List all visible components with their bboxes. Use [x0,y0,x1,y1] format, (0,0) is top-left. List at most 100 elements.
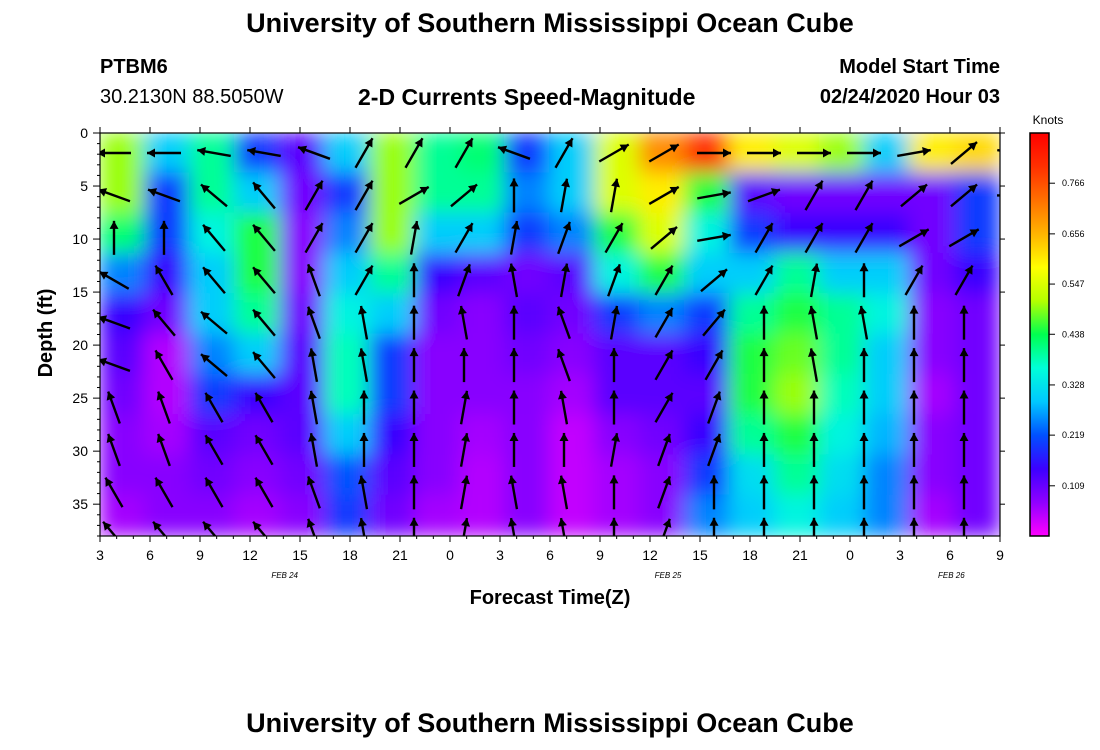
current-vector [859,348,869,383]
speed-heatmap [100,133,1000,536]
current-vector [100,270,130,290]
current-vector [354,137,374,169]
heatmap-cell [414,133,461,175]
heatmap-cell [954,133,1000,175]
heatmap-cell [414,172,461,215]
x-tick-label: 0 [446,547,454,563]
heatmap-cell [729,333,776,376]
current-vector [359,432,369,467]
current-vector [106,433,121,467]
current-vector [202,224,226,252]
current-vector [459,475,470,510]
current-vector [959,475,969,510]
current-vector [409,305,419,340]
heatmap-cell [100,373,146,417]
current-vector [797,148,831,158]
current-vector [959,432,969,467]
heatmap-cell [504,172,551,215]
heatmap-cell [819,252,866,296]
heatmap-cell [279,212,326,255]
heatmap-cell [639,414,686,457]
colorbar-unit: Knots [1033,113,1064,127]
x-tick-label: 18 [742,547,758,563]
x-tick-label: 9 [996,547,1004,563]
current-vector [297,145,331,160]
current-vector [254,434,274,466]
current-vector [304,222,324,254]
heatmap-cell [279,454,326,497]
current-vector [197,147,231,158]
heatmap-cell [819,333,866,376]
heatmap-cell [279,172,326,215]
current-vector [707,433,722,467]
current-vector [358,348,369,383]
heatmap-cell [234,414,281,457]
heatmap-cell [189,414,236,457]
current-vector [152,520,167,536]
heatmap-cell [279,494,326,536]
current-vector [809,432,819,467]
current-vector [1010,433,1019,467]
heatmap-cell [684,414,731,457]
current-vector [657,475,672,509]
heatmap-cell [729,454,776,497]
heatmap-cell [909,494,956,536]
heatmap-cell [549,172,596,215]
current-vector [859,263,869,298]
heatmap-cell [504,293,551,336]
current-vector [100,357,131,373]
heatmap-cell [549,373,596,417]
heatmap-cell [414,373,461,417]
heatmap-cell [369,212,416,255]
current-vector [707,391,722,424]
station-id: PTBM6 [100,56,168,78]
heatmap-cell [909,252,956,296]
heatmap-cell [414,212,461,255]
current-vector [654,349,674,381]
current-vector [959,390,969,425]
heatmap-cell [279,293,326,336]
x-tick-label: 6 [546,547,554,563]
current-vector [609,348,619,383]
current-vector [147,188,181,203]
heatmap-cell [459,454,506,497]
current-vector [308,432,319,467]
current-vector [559,432,569,467]
current-vector [704,349,724,381]
heatmap-cell [504,133,551,175]
current-vector [954,264,974,296]
heatmap-cell [414,293,461,336]
heatmap-cell [954,212,1000,255]
current-vector [1011,306,1020,339]
current-vector [354,222,374,254]
heatmap-cell [819,172,866,215]
heatmap-cell [279,373,326,417]
current-vector [859,517,869,536]
colorbar-tick-label: 0.766 [1062,178,1085,188]
heatmap-cell [549,414,596,457]
current-vector [759,432,769,467]
current-vector [809,517,819,536]
current-vector [159,220,169,255]
current-vector [809,475,819,510]
heatmap-cell [954,373,1000,417]
heatmap-cell [504,373,551,417]
current-vector [100,315,131,330]
current-vector [909,390,919,425]
plot-title: 2-D Currents Speed-Magnitude [358,84,696,110]
current-vector [109,220,119,255]
current-vector [154,349,174,381]
current-vector [654,307,674,339]
current-vector [657,433,672,467]
current-vector [459,432,470,467]
current-vector [1010,391,1019,425]
current-vector [247,147,281,158]
current-vector [558,475,569,510]
heatmap-cell [414,252,461,296]
heatmap-cell [864,373,911,417]
current-vector [202,266,226,295]
current-vector [497,145,531,160]
current-vector [909,475,919,510]
current-vector [898,228,930,248]
heatmap-cell [954,494,1000,536]
